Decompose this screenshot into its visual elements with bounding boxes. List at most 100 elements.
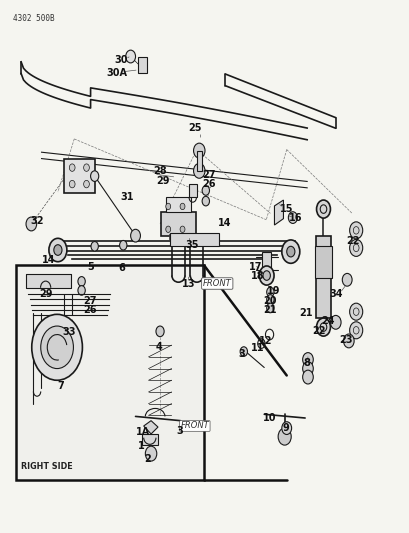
Circle shape (145, 446, 156, 461)
Text: 29: 29 (39, 289, 52, 299)
Text: 3: 3 (176, 426, 182, 437)
Circle shape (83, 164, 89, 171)
Text: 27: 27 (83, 295, 96, 305)
Text: 34: 34 (328, 289, 342, 299)
Text: FRONT: FRONT (202, 279, 231, 288)
Bar (161, 212, 195, 236)
Bar (314, 246, 332, 278)
Text: 18: 18 (250, 271, 263, 281)
Circle shape (316, 200, 330, 218)
Text: 28: 28 (153, 166, 166, 176)
Circle shape (263, 271, 270, 280)
Text: 7: 7 (58, 381, 64, 391)
Circle shape (240, 347, 247, 357)
Bar (16, 265, 204, 480)
Bar (188, 184, 196, 197)
Text: 20: 20 (262, 295, 276, 305)
Bar (138, 57, 146, 73)
Polygon shape (144, 421, 157, 434)
Circle shape (281, 422, 291, 434)
Circle shape (180, 203, 184, 209)
Text: 26: 26 (83, 305, 96, 315)
Circle shape (193, 143, 204, 158)
Circle shape (130, 229, 140, 242)
Circle shape (316, 318, 330, 336)
Text: 3: 3 (238, 349, 245, 359)
Text: 2: 2 (144, 454, 151, 464)
Circle shape (90, 171, 99, 181)
Text: 12: 12 (258, 336, 272, 346)
Circle shape (54, 245, 62, 255)
Circle shape (119, 240, 127, 250)
Circle shape (349, 222, 362, 239)
Text: 16: 16 (288, 213, 302, 223)
Text: 4: 4 (155, 342, 162, 352)
Circle shape (31, 314, 82, 380)
Bar (166, 197, 190, 212)
Text: 26: 26 (202, 179, 215, 189)
Text: 5: 5 (87, 262, 94, 271)
Text: 30: 30 (114, 55, 128, 65)
Circle shape (165, 226, 170, 232)
Text: 25: 25 (188, 123, 201, 133)
Polygon shape (274, 200, 283, 225)
Text: 11: 11 (250, 343, 263, 353)
Bar (315, 236, 330, 318)
Circle shape (180, 226, 184, 232)
Circle shape (288, 212, 297, 223)
Text: 30A: 30A (106, 68, 127, 78)
Circle shape (349, 322, 362, 339)
Circle shape (302, 362, 312, 375)
Text: 22: 22 (311, 326, 325, 336)
Circle shape (302, 353, 312, 367)
Text: 14: 14 (42, 255, 56, 265)
Text: 17: 17 (249, 262, 262, 271)
Text: 31: 31 (120, 192, 134, 203)
Circle shape (26, 217, 36, 231)
Bar (170, 233, 219, 246)
Polygon shape (262, 252, 270, 281)
Text: 15: 15 (279, 204, 293, 214)
Text: 19: 19 (266, 286, 280, 296)
Circle shape (193, 164, 204, 178)
Circle shape (266, 295, 273, 304)
Text: 1: 1 (138, 441, 145, 451)
Text: 13: 13 (182, 279, 195, 288)
Bar (26, 274, 71, 288)
Circle shape (281, 240, 299, 263)
Circle shape (302, 370, 312, 384)
Circle shape (78, 286, 85, 295)
Circle shape (349, 303, 362, 320)
Polygon shape (64, 159, 94, 193)
Circle shape (155, 326, 164, 337)
Text: 8: 8 (302, 358, 309, 368)
Circle shape (330, 316, 340, 329)
Circle shape (266, 303, 273, 313)
Text: RIGHT SIDE: RIGHT SIDE (21, 462, 72, 471)
Text: 1A: 1A (135, 427, 150, 438)
Bar (187, 233, 193, 239)
Bar (200, 233, 206, 239)
Circle shape (277, 428, 290, 445)
Text: 29: 29 (156, 176, 170, 187)
Circle shape (202, 185, 209, 195)
Circle shape (349, 239, 362, 256)
Bar (168, 233, 175, 239)
Circle shape (78, 277, 85, 286)
Polygon shape (142, 434, 157, 445)
Text: 21: 21 (263, 305, 276, 315)
Text: 22: 22 (345, 236, 359, 246)
Bar (26, 274, 71, 288)
Text: 4302 500B: 4302 500B (13, 14, 54, 23)
Circle shape (165, 203, 170, 209)
Text: 35: 35 (185, 240, 198, 250)
Text: 23: 23 (338, 335, 352, 345)
Text: FRONT: FRONT (180, 422, 209, 431)
Text: 24: 24 (320, 316, 333, 326)
Circle shape (202, 196, 209, 206)
Circle shape (83, 180, 89, 188)
Text: 32: 32 (30, 216, 43, 226)
Circle shape (343, 334, 353, 348)
Text: 27: 27 (202, 170, 215, 180)
Circle shape (342, 273, 351, 286)
